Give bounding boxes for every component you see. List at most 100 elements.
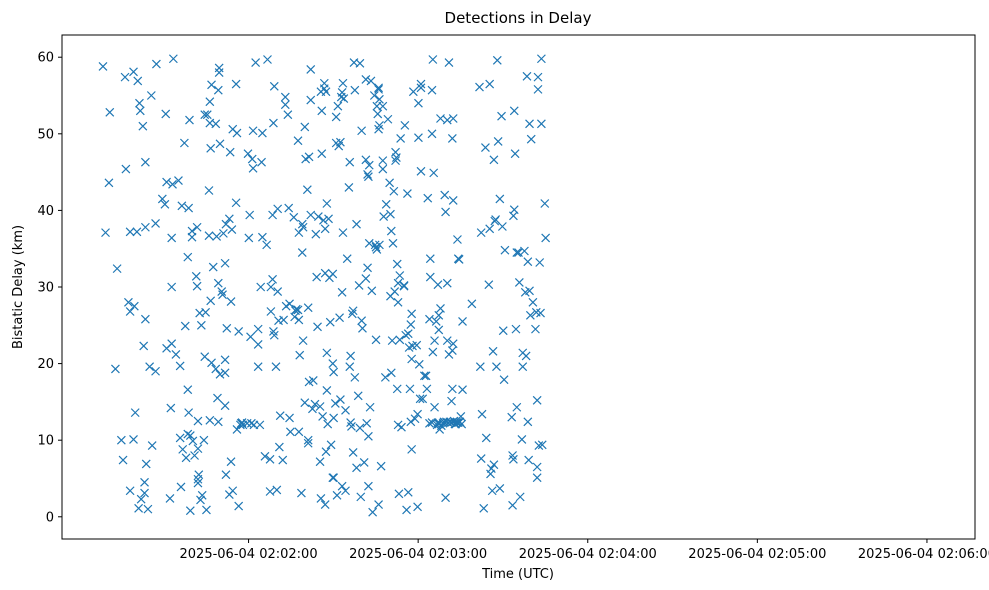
data-point	[280, 100, 290, 110]
data-point	[407, 354, 417, 364]
data-point	[140, 222, 150, 232]
data-point	[329, 413, 339, 423]
data-point	[363, 169, 372, 179]
data-point	[320, 224, 330, 234]
data-point	[285, 413, 294, 423]
data-point	[364, 160, 374, 170]
data-point	[390, 287, 400, 297]
data-point	[458, 385, 467, 395]
data-point	[266, 282, 276, 292]
data-point	[183, 385, 193, 395]
data-point	[385, 178, 395, 188]
data-point	[497, 222, 507, 231]
data-point	[434, 310, 444, 320]
data-point	[213, 85, 223, 95]
data-point	[310, 399, 320, 409]
data-point	[184, 408, 194, 418]
data-point	[227, 225, 237, 234]
data-point	[120, 72, 130, 82]
data-point	[528, 297, 538, 307]
data-point	[147, 441, 157, 450]
data-point	[263, 55, 272, 64]
data-point	[326, 440, 336, 450]
data-point	[338, 228, 348, 238]
data-point	[175, 433, 185, 443]
data-point	[139, 341, 149, 351]
data-point	[181, 453, 191, 463]
data-point	[317, 106, 327, 116]
data-point	[508, 454, 518, 464]
data-point	[378, 156, 388, 166]
data-point	[394, 489, 404, 499]
data-point	[510, 149, 520, 159]
data-point	[118, 455, 128, 465]
data-point	[520, 246, 529, 256]
data-point	[341, 405, 350, 415]
data-point	[541, 233, 551, 243]
data-point	[375, 240, 384, 250]
data-point	[526, 134, 536, 144]
data-point	[322, 348, 332, 358]
data-point	[522, 71, 532, 81]
data-point	[381, 199, 391, 209]
data-point	[518, 362, 528, 372]
data-point	[220, 355, 230, 365]
data-point	[418, 394, 428, 404]
data-point	[352, 219, 361, 229]
data-point	[300, 122, 310, 132]
data-point	[101, 228, 110, 238]
data-point	[129, 67, 138, 77]
data-point	[430, 336, 439, 346]
data-point	[338, 78, 348, 88]
data-point	[485, 224, 495, 234]
data-point	[536, 308, 545, 318]
data-point	[160, 199, 170, 209]
data-point	[347, 309, 357, 319]
data-point	[359, 457, 369, 467]
data-point	[425, 272, 435, 282]
data-point	[214, 63, 224, 73]
data-point	[246, 418, 256, 428]
data-point	[167, 339, 177, 349]
data-point	[425, 418, 434, 428]
data-point	[274, 442, 284, 452]
data-point	[386, 226, 396, 236]
x-tick-label: 2025-06-04 02:05:00	[688, 547, 826, 562]
data-point	[532, 395, 542, 405]
data-point	[416, 79, 426, 89]
data-point	[368, 507, 378, 517]
data-point	[176, 482, 186, 492]
data-point	[135, 98, 144, 108]
data-point	[372, 245, 382, 254]
data-point	[187, 232, 197, 242]
data-point	[226, 297, 236, 306]
data-point	[389, 186, 399, 196]
data-point	[405, 384, 415, 394]
data-point	[354, 281, 364, 290]
data-point	[425, 254, 435, 264]
data-point	[135, 106, 145, 116]
data-point	[253, 340, 263, 349]
data-point	[171, 349, 181, 359]
data-point	[328, 269, 338, 279]
data-point	[294, 427, 304, 437]
data-point	[125, 486, 135, 496]
data-point	[129, 301, 139, 311]
data-point	[251, 58, 261, 67]
data-point	[294, 315, 304, 325]
data-point	[207, 358, 216, 368]
data-point	[318, 412, 328, 421]
data-point	[273, 287, 283, 297]
data-point	[124, 297, 133, 307]
data-point	[379, 212, 389, 221]
data-point	[396, 133, 406, 143]
data-point	[255, 420, 265, 430]
data-point	[479, 503, 489, 513]
data-point	[303, 303, 313, 313]
data-point	[499, 375, 509, 385]
data-point	[436, 304, 445, 313]
data-point	[218, 228, 228, 238]
data-point	[348, 448, 358, 457]
data-point	[220, 258, 230, 268]
data-point	[536, 119, 546, 129]
